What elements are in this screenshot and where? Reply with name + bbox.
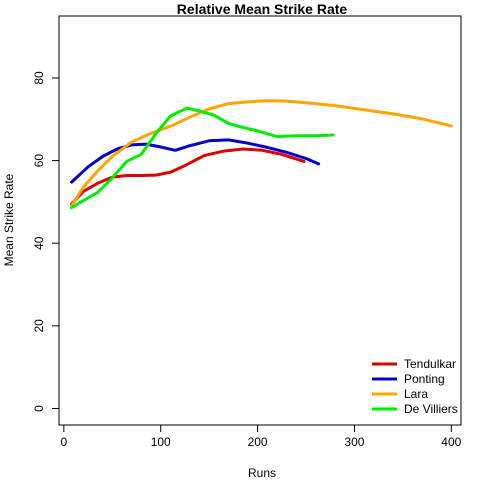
y-tick-label: 60 (32, 154, 46, 168)
legend-label-ponting: Ponting (404, 372, 445, 386)
chart-title: Relative Mean Strike Rate (177, 1, 348, 17)
x-tick-label: 0 (60, 435, 67, 449)
y-axis: 0 20 40 60 80 (32, 71, 60, 412)
series-line-de-villiers (70, 106, 335, 210)
series-line-tendulkar (70, 147, 306, 206)
x-tick-label: 200 (248, 435, 268, 449)
series-line-lara (70, 99, 453, 208)
legend-label-lara: Lara (404, 387, 428, 401)
x-tick-label: 100 (151, 435, 171, 449)
plot-frame (58, 15, 462, 426)
x-tick-label: 400 (441, 435, 461, 449)
y-axis-label: Mean Strike Rate (2, 173, 16, 266)
x-axis: 0 100 200 300 400 (60, 424, 462, 449)
x-tick-label: 300 (344, 435, 364, 449)
x-axis-label: Runs (248, 466, 276, 480)
y-tick-label: 0 (32, 405, 46, 412)
y-tick-label: 20 (32, 319, 46, 333)
legend-label-de-villiers: De Villiers (404, 402, 458, 416)
series-lines (70, 99, 453, 210)
y-tick-label: 80 (32, 71, 46, 85)
legend-label-tendulkar: Tendulkar (404, 357, 456, 371)
series-line-ponting (70, 138, 321, 184)
y-tick-label: 40 (32, 236, 46, 250)
